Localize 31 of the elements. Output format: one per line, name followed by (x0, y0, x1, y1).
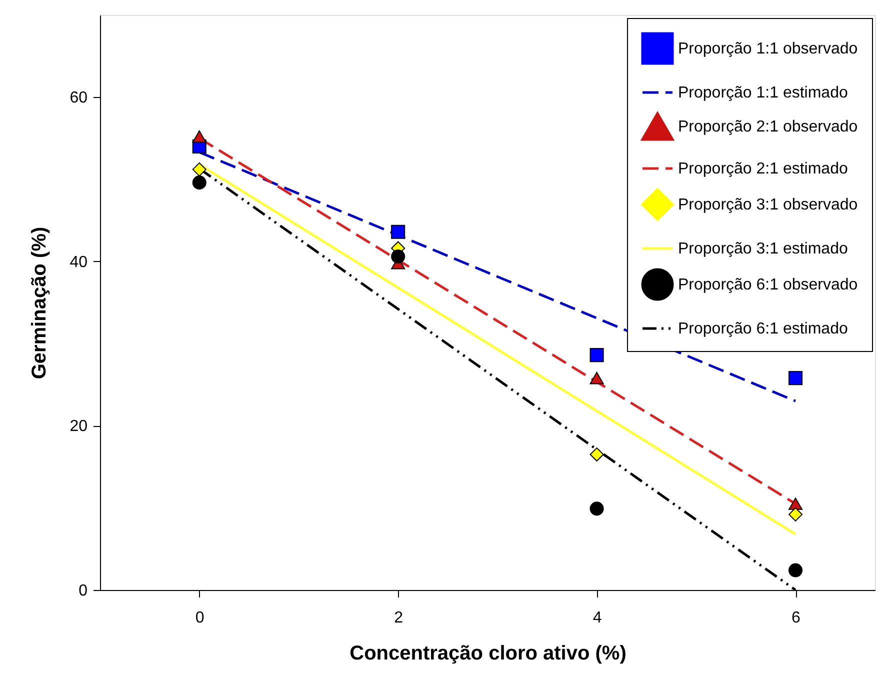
point (192, 130, 206, 143)
legend-label: Proporção 2:1 observado (678, 118, 858, 136)
y-tick-label: 0 (78, 582, 88, 600)
legend-label: Proporção 2:1 estimado (678, 160, 848, 178)
point (590, 348, 604, 362)
point (192, 176, 206, 190)
legend-label: Proporção 1:1 estimado (678, 84, 848, 102)
legend-label: Proporção 3:1 observado (678, 196, 858, 214)
point (788, 507, 803, 522)
y-tick-label: 40 (70, 254, 88, 271)
y-tick-label: 20 (70, 418, 88, 436)
legend-label: Proporção 6:1 observado (678, 276, 858, 294)
legend-label: Proporção 6:1 estimado (678, 320, 848, 338)
point (192, 162, 206, 176)
x-tick-label: 0 (195, 610, 204, 626)
point (590, 372, 604, 384)
point (788, 563, 803, 578)
x-axis-title: Concentração cloro ativo (%) (350, 642, 626, 664)
y-axis-title: Germinação (%) (28, 226, 51, 380)
y-tick-label: 60 (70, 90, 88, 107)
legend-label: Proporção 1:1 observado (678, 40, 858, 58)
legend-label: Proporção 3:1 estimado (678, 240, 848, 258)
x-tick-label: 6 (792, 610, 801, 626)
point (788, 371, 803, 386)
point (590, 447, 604, 462)
point (391, 249, 406, 264)
point (391, 224, 406, 239)
point (788, 498, 803, 510)
x-tick-label: 4 (592, 610, 602, 626)
x-tick-label: 2 (394, 610, 404, 626)
point (590, 502, 604, 516)
